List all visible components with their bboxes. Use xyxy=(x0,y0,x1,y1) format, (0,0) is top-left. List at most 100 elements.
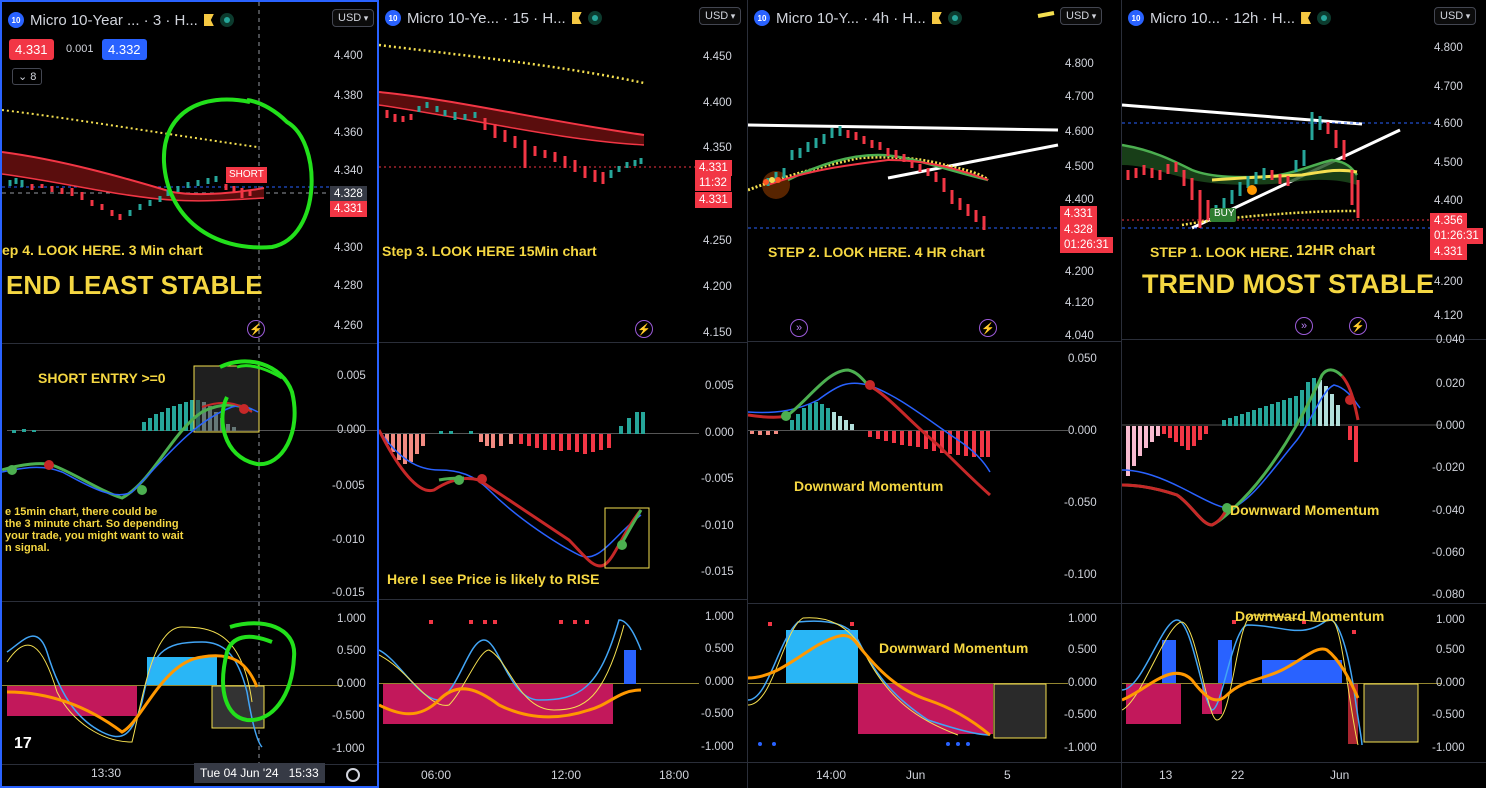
time-axis-separator xyxy=(1122,762,1486,763)
alert-icon[interactable]: ⚡ xyxy=(1349,317,1367,335)
pane-separator[interactable] xyxy=(1122,339,1486,340)
note-12hr: 12HR chart xyxy=(1296,242,1376,259)
flag-icon[interactable] xyxy=(571,12,582,24)
ask-button[interactable]: 4.332 xyxy=(102,39,147,60)
price-axis-label: 4.250 xyxy=(703,235,732,247)
osc-axis-label: 0.000 xyxy=(1436,677,1465,689)
osc-axis-label: 0.500 xyxy=(705,643,734,655)
currency-selector[interactable]: USD xyxy=(332,9,375,27)
osc-axis-label: 1.000 xyxy=(337,613,366,625)
pane-separator[interactable] xyxy=(379,599,747,600)
osc-axis-label: -0.500 xyxy=(701,708,734,720)
macd-axis-label: 0.020 xyxy=(1436,378,1465,390)
price-axis-label: 4.280 xyxy=(334,280,363,292)
osc-axis-label: -0.500 xyxy=(332,710,365,722)
fast-forward-icon[interactable]: » xyxy=(790,319,808,337)
crosshair-time-label: Tue 04 Jun '24 15:33 xyxy=(194,763,325,783)
price-axis-label: 4.500 xyxy=(1065,161,1094,173)
bid-button[interactable]: 4.331 xyxy=(9,39,54,60)
price-axis-label: 4.120 xyxy=(1434,310,1463,322)
indicators-toggle[interactable]: ⌄ 8 xyxy=(12,68,43,85)
crosshair-date: Tue 04 Jun '24 xyxy=(200,766,279,780)
note-price-rise: Here I see Price is likely to RISE xyxy=(387,571,600,587)
chart-header[interactable]: 10 Micro 10... · 12h · H... xyxy=(1128,6,1332,30)
currency-selector[interactable]: USD xyxy=(1434,7,1477,25)
pane-separator[interactable] xyxy=(2,343,377,344)
alert-icon[interactable]: ⚡ xyxy=(247,320,265,338)
time-axis-label: 13 xyxy=(1159,768,1173,782)
price-axis-label: 4.040 xyxy=(1065,330,1094,342)
osc-axis-label: 1.000 xyxy=(1436,614,1465,626)
info-line: n signal. xyxy=(5,542,50,554)
short-signal-label: SHORT xyxy=(226,167,267,183)
macd-axis-label: -0.010 xyxy=(701,520,734,532)
chevron-down-icon: ⌄ xyxy=(18,71,28,83)
pane-separator[interactable] xyxy=(1122,603,1486,604)
spread-value: 0.001 xyxy=(66,43,94,55)
macd-axis-label: 0.050 xyxy=(1068,353,1097,365)
bar-countdown: 01:26:31 xyxy=(1430,228,1483,244)
pane-separator[interactable] xyxy=(748,603,1121,604)
symbol-title[interactable]: Micro 10-Year ... · 3 · H... xyxy=(30,11,198,29)
note-short-entry: SHORT ENTRY >=0 xyxy=(38,370,166,386)
note-step-3: Step 3. LOOK HERE 15Min chart xyxy=(382,243,597,259)
pane-separator[interactable] xyxy=(2,601,377,602)
time-axis-label: 14:00 xyxy=(816,768,847,782)
currency-selector[interactable]: USD xyxy=(1060,7,1103,25)
time-axis-label: 06:00 xyxy=(421,768,452,782)
osc-axis-label: 1.000 xyxy=(705,611,734,623)
tradingview-logo-icon[interactable]: 17 xyxy=(14,735,32,752)
time-axis-label: 12:00 xyxy=(551,768,582,782)
osc-axis-label: 1.000 xyxy=(1068,613,1097,625)
info-line: e 15min chart, there could be xyxy=(5,506,158,518)
flag-icon[interactable] xyxy=(1301,12,1312,24)
osc-axis-label: -0.500 xyxy=(1064,709,1097,721)
time-axis-label: Jun xyxy=(906,768,926,782)
price-axis-label: 4.400 xyxy=(334,50,363,62)
price-axis-label: 4.260 xyxy=(334,320,363,332)
bid-price: 4.331 xyxy=(1430,244,1467,260)
info-note: e 15min chart, there could be the 3 minu… xyxy=(5,506,183,554)
time-axis-label: Jun xyxy=(1330,768,1350,782)
time-axis-separator xyxy=(379,762,747,763)
pane-separator[interactable] xyxy=(748,341,1121,342)
price-axis-label: 4.400 xyxy=(1065,194,1094,206)
price-axis-label: 4.200 xyxy=(1434,276,1463,288)
chart-header[interactable]: 10 Micro 10-Ye... · 15 · H... xyxy=(385,6,602,30)
flag-icon[interactable] xyxy=(203,14,214,26)
macd-axis-label: -0.015 xyxy=(332,587,365,599)
price-axis-label: 4.360 xyxy=(334,127,363,139)
macd-axis-label: 0.005 xyxy=(705,380,734,392)
chart-header[interactable]: 10 Micro 10-Y... · 4h · H... xyxy=(754,6,962,30)
note-step-2: STEP 2. LOOK HERE. 4 HR chart xyxy=(768,244,985,260)
flag-icon[interactable] xyxy=(931,12,942,24)
symbol-title[interactable]: Micro 10-Ye... · 15 · H... xyxy=(407,9,566,27)
chart-3min[interactable]: 10 Micro 10-Year ... · 3 · H... USD 4.33… xyxy=(0,0,379,788)
symbol-title[interactable]: Micro 10... · 12h · H... xyxy=(1150,9,1296,27)
symbol-title[interactable]: Micro 10-Y... · 4h · H... xyxy=(776,9,926,27)
macd-axis-label: 0.000 xyxy=(1436,420,1465,432)
chart-12h[interactable]: 10 Micro 10... · 12h · H... USD xyxy=(1122,0,1486,788)
price-axis-label: 4.400 xyxy=(703,97,732,109)
price-axis-label: 4.700 xyxy=(1434,81,1463,93)
alert-icon[interactable]: ⚡ xyxy=(635,320,653,338)
last-price: 4.331 xyxy=(1060,206,1097,222)
osc-axis-label: -1.000 xyxy=(701,741,734,753)
price-axis-label: 4.600 xyxy=(1434,118,1463,130)
price-axis-label: 4.600 xyxy=(1065,126,1094,138)
alert-icon[interactable]: ⚡ xyxy=(979,319,997,337)
market-open-icon xyxy=(587,11,602,25)
pane-separator[interactable] xyxy=(379,342,747,343)
price-axis-label: 4.800 xyxy=(1434,42,1463,54)
settings-gear-icon[interactable] xyxy=(346,768,360,782)
currency-selector[interactable]: USD xyxy=(699,7,742,25)
chart-15min[interactable]: 10 Micro 10-Ye... · 15 · H... USD xyxy=(379,0,748,788)
osc-axis-label: -1.000 xyxy=(332,743,365,755)
fast-forward-icon[interactable]: » xyxy=(1295,317,1313,335)
chart-4h[interactable]: 10 Micro 10-Y... · 4h · H... USD xyxy=(748,0,1122,788)
bid-price: 4.331 xyxy=(695,192,732,208)
indicator-count: 8 xyxy=(30,71,37,83)
chart-header[interactable]: 10 Micro 10-Year ... · 3 · H... xyxy=(8,8,234,32)
buy-signal-label: BUY xyxy=(1214,208,1235,219)
